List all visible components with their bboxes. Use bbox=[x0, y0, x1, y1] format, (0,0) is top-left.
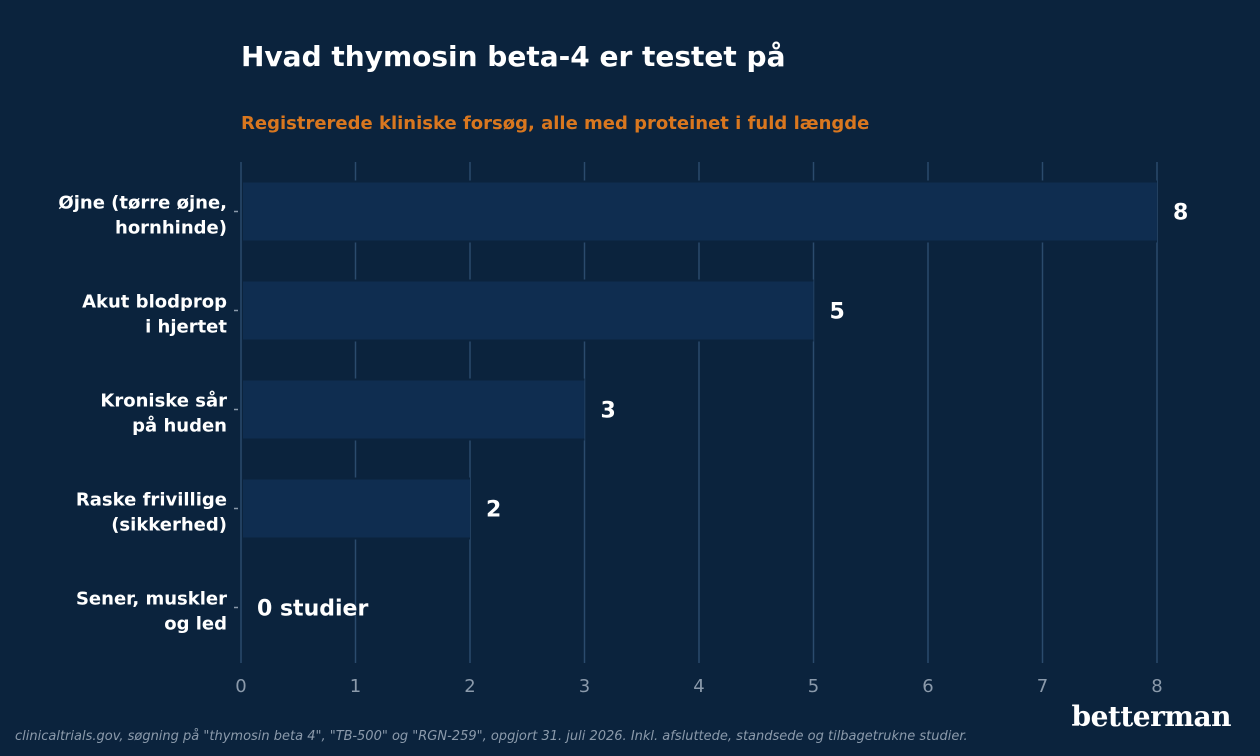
value-label: 0 studier bbox=[257, 597, 368, 622]
category-label: Akut blodprop i hjertet bbox=[82, 292, 227, 338]
category-label: Kroniske sår på huden bbox=[100, 390, 227, 437]
x-tick-label: 4 bbox=[693, 676, 704, 697]
x-tick-label: 1 bbox=[350, 676, 361, 697]
x-tick-label: 2 bbox=[464, 676, 475, 697]
bar bbox=[243, 281, 814, 340]
value-label: 5 bbox=[830, 300, 845, 325]
x-tick-label: 6 bbox=[922, 676, 933, 697]
chart-subtitle: Registrerede kliniske forsøg, alle med p… bbox=[241, 113, 870, 134]
source-note: clinicaltrials.gov, søgning på "thymosin… bbox=[15, 729, 968, 744]
x-tick-label: 0 bbox=[235, 676, 246, 697]
value-label: 2 bbox=[486, 498, 501, 523]
chart-title: Hvad thymosin beta-4 er testet på bbox=[241, 40, 786, 73]
value-label: 3 bbox=[601, 399, 616, 424]
x-tick-label: 7 bbox=[1037, 676, 1048, 697]
bar bbox=[243, 479, 470, 538]
x-tick-label: 5 bbox=[808, 676, 819, 697]
bar bbox=[243, 380, 585, 439]
value-label: 8 bbox=[1173, 201, 1188, 226]
category-label: Øjne (tørre øjne, hornhinde) bbox=[58, 193, 227, 239]
category-label: Sener, muskler og led bbox=[76, 589, 227, 635]
brand-logo: betterman bbox=[1071, 700, 1232, 733]
x-tick-label: 3 bbox=[579, 676, 590, 697]
category-label: Raske frivillige (sikkerhed) bbox=[76, 490, 227, 536]
x-tick-label: 8 bbox=[1151, 676, 1162, 697]
bar bbox=[243, 182, 1157, 241]
